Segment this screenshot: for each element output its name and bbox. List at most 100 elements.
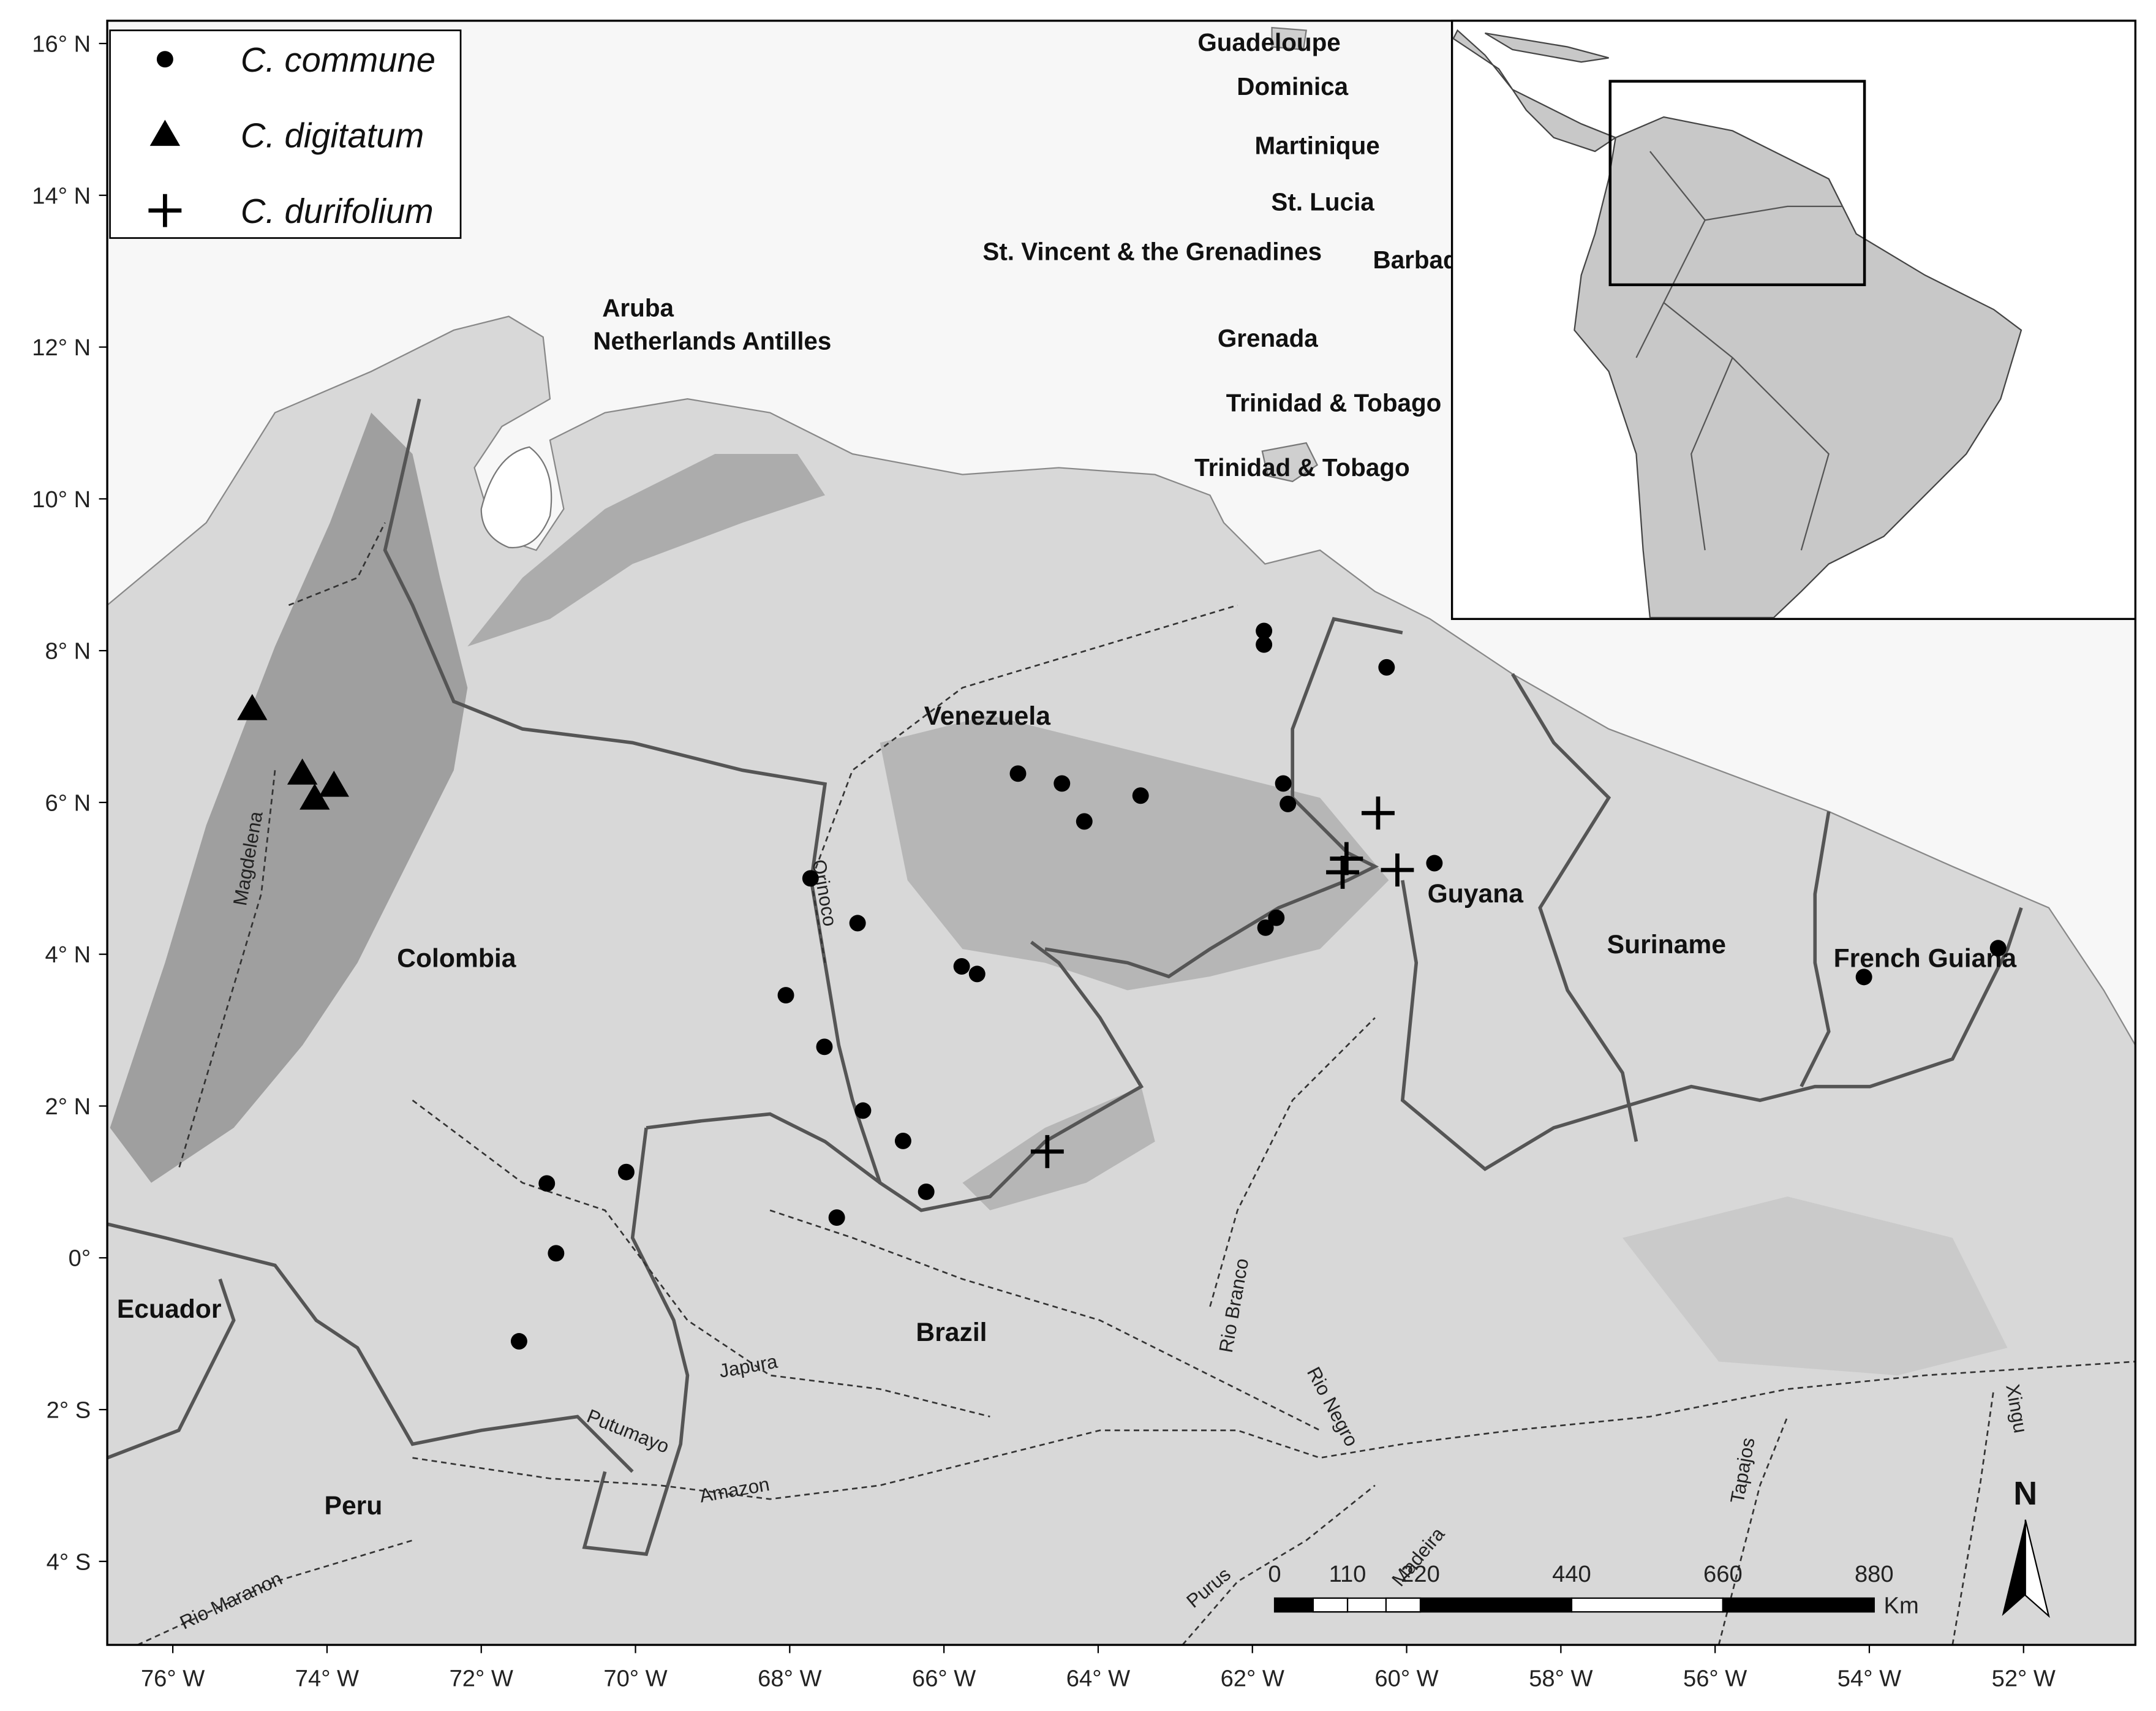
scale-bar: 0 110 220 440 660 880 Km [1268,1561,1918,1619]
inset-land [1574,116,2022,619]
y-tick-label: 2° N [45,1093,91,1120]
inset-land [1452,29,1618,153]
points [237,622,2007,1350]
point [1381,853,1414,887]
rivers [137,522,2136,1645]
x-tick-label: 60° W [1374,1665,1438,1691]
island-label: Trinidad & Tobago [1226,388,1442,417]
x-tick-label: 54° W [1838,1665,1901,1691]
point [1989,940,2007,957]
country-label: Venezuela [924,701,1050,731]
x-tick-label: 68° W [758,1665,821,1691]
inset-extent [1608,80,1866,287]
point [538,1175,556,1192]
y-tick-label: 0° [69,1245,91,1272]
point [828,1209,845,1226]
x-tick-label: 72° W [450,1665,513,1691]
x-tick-label: 56° W [1683,1665,1747,1691]
country-label: Brazil [916,1318,987,1347]
y-tick-label: 2° S [47,1397,91,1423]
point [816,1038,833,1056]
island-label: Grenada [1218,324,1318,352]
y-tick-label: 4° S [47,1549,91,1575]
island-label: St. Lucia [1271,188,1374,216]
point [300,784,330,810]
island-label: Dominica [1237,72,1348,100]
point [918,1183,935,1200]
point [849,915,866,932]
point [894,1132,911,1149]
point [1054,775,1071,792]
x-tick-label: 74° W [295,1665,359,1691]
scale-label: 440 [1552,1561,1591,1587]
scale-label: 0 [1268,1561,1281,1587]
scale-segment [1722,1597,1875,1613]
country-label: French Guiana [1834,943,2017,973]
scale-segment [1312,1597,1349,1613]
scale-segment [1570,1597,1724,1613]
y-tick-label: 6° N [45,790,91,816]
point [1275,775,1292,792]
relief [110,412,468,1183]
relief [962,1086,1155,1211]
island-label: St. Vincent & the Grenadines [982,237,1322,265]
legend: C. commune C. digitatum C. durifolium [148,40,435,230]
legend-marker [148,194,182,227]
point [1257,919,1274,936]
island [1261,26,1319,483]
legend-marker [156,51,173,68]
y-tick-label: 4° N [45,942,91,968]
scale-label: 110 [1329,1561,1366,1587]
point [1132,787,1149,804]
point [953,958,970,975]
x-tick-label: 62° W [1221,1665,1284,1691]
scale-label: 660 [1703,1561,1743,1587]
legend-marker [149,119,181,146]
country-label: Ecuador [117,1294,222,1324]
country-label: Suriname [1607,930,1726,959]
point [968,965,986,983]
point [854,1102,872,1119]
relief [1622,1196,2008,1376]
y-tick-label: 8° N [45,638,91,665]
scale-segment [1419,1597,1573,1613]
y-tick-label: 10° N [32,486,91,513]
scale-segment [1385,1597,1422,1613]
country-label: Guyana [1428,879,1524,908]
legend-label: C. commune [241,40,435,79]
inset-map [1450,20,2137,621]
point [1009,765,1027,782]
island-label: Martinique [1255,132,1380,160]
x-tick-label: 66° W [912,1665,976,1691]
y-tick-label: 12° N [32,334,91,361]
x-tick-label: 76° W [141,1665,205,1691]
point [1256,636,1273,653]
inset-borders [1635,151,1843,551]
point [318,770,349,797]
point [237,693,268,720]
y-tick-label: 14° N [32,183,91,209]
x-tick-label: 58° W [1529,1665,1593,1691]
country-label: Colombia [397,943,516,973]
scale-label: 880 [1855,1561,1894,1587]
point [1030,1135,1064,1168]
lake-maracaibo [480,446,552,549]
point [1330,842,1363,875]
point [617,1163,635,1180]
x-tick-label: 52° W [1992,1665,2056,1691]
north-arrow [2024,1519,2050,1618]
country-label: Peru [325,1491,383,1520]
plot-frame [106,20,2137,1646]
point [510,1333,527,1350]
point [1076,813,1093,830]
point [1326,855,1359,889]
point [1855,969,1872,986]
north-label: N [2013,1475,2037,1512]
point [1256,622,1273,640]
legend-label: C. digitatum [241,116,424,154]
point [287,758,318,785]
point [1362,796,1395,830]
scale-label: 220 [1401,1561,1440,1587]
